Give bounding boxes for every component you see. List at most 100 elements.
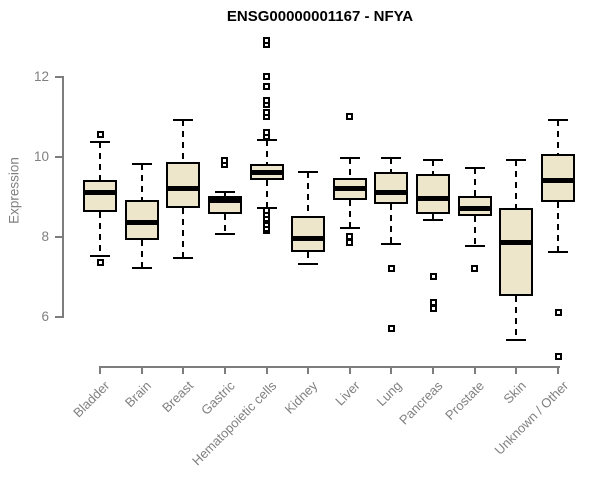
x-axis-tick (473, 366, 476, 374)
median-liver (332, 185, 367, 191)
x-tick-label-kidney: Kidney (282, 378, 321, 417)
x-tick-label-breast: Breast (158, 378, 196, 416)
outlier-liver (346, 232, 354, 240)
y-tick-label: 12 (33, 69, 49, 84)
whisker-cap-low-pancreas (423, 219, 444, 221)
y-tick-label: 8 (41, 229, 49, 244)
chart-title: ENSG00000001167 - NFYA (226, 8, 414, 25)
whisker-lower-skin (515, 296, 518, 340)
box-lung (374, 172, 409, 204)
whisker-cap-low-unknown-other (548, 251, 569, 253)
outlier-bladder (96, 130, 104, 138)
outlier-hematopoietic-cells (263, 206, 271, 214)
whisker-upper-bladder (99, 142, 101, 180)
whisker-upper-gastric (223, 192, 226, 196)
x-axis-tick (140, 366, 143, 374)
outlier-lung (387, 324, 395, 332)
whisker-cap-low-brain (131, 267, 152, 269)
outlier-hematopoietic-cells (263, 72, 271, 80)
median-unknown-other (541, 177, 576, 183)
whisker-cap-high-gastric (214, 191, 235, 193)
whisker-cap-high-liver (339, 157, 360, 159)
whisker-cap-high-unknown-other (548, 119, 569, 121)
outlier-prostate (471, 264, 479, 272)
median-lung (374, 189, 409, 195)
outlier-unknown-other (554, 308, 562, 316)
whisker-lower-unknown-other (557, 202, 560, 252)
outlier-pancreas (429, 272, 437, 280)
median-kidney (291, 235, 326, 241)
whisker-upper-breast (182, 120, 185, 162)
x-axis-tick (557, 366, 560, 374)
median-gastric (207, 197, 242, 203)
x-axis-tick (307, 366, 310, 374)
x-tick-label-gastric: Gastric (197, 378, 238, 418)
whisker-lower-bladder (99, 212, 101, 256)
whisker-cap-high-hematopoietic-cells (256, 139, 277, 141)
box-breast (166, 162, 201, 208)
whisker-upper-kidney (307, 172, 310, 216)
whisker-cap-high-lung (381, 157, 402, 159)
whisker-lower-lung (390, 204, 393, 244)
x-axis-tick (348, 366, 351, 374)
median-pancreas (416, 195, 451, 201)
whisker-cap-low-bladder (90, 255, 110, 257)
outlier-hematopoietic-cells (263, 108, 271, 116)
y-axis-tick (55, 236, 62, 238)
x-tick-label-brain: Brain (122, 378, 155, 411)
x-axis-tick (390, 366, 393, 374)
x-axis-tick (223, 366, 226, 374)
median-skin (499, 239, 534, 245)
y-axis-line (62, 76, 64, 318)
whisker-lower-liver (348, 200, 351, 228)
whisker-cap-low-gastric (214, 233, 235, 235)
outlier-hematopoietic-cells (263, 128, 271, 136)
whisker-lower-brain (140, 240, 143, 268)
x-axis-line (100, 366, 561, 368)
median-prostate (457, 205, 492, 211)
whisker-cap-low-skin (506, 339, 527, 341)
whisker-cap-low-kidney (298, 263, 319, 265)
box-bladder (83, 180, 117, 212)
whisker-cap-low-prostate (464, 245, 485, 247)
outlier-unknown-other (554, 352, 562, 360)
x-tick-label-pancreas: Pancreas (396, 378, 446, 428)
whisker-cap-low-lung (381, 243, 402, 245)
whisker-upper-skin (515, 160, 518, 208)
whisker-upper-pancreas (432, 160, 435, 174)
whisker-cap-high-brain (131, 163, 152, 165)
whisker-cap-low-liver (339, 227, 360, 229)
x-axis-tick (99, 366, 101, 374)
whisker-cap-low-breast (173, 257, 194, 259)
y-tick-label: 6 (41, 309, 49, 324)
whisker-lower-hematopoietic-cells (265, 180, 268, 208)
outlier-liver (346, 112, 354, 120)
x-tick-label-skin: Skin (500, 378, 530, 407)
whisker-lower-prostate (473, 216, 476, 246)
x-axis-tick (182, 366, 185, 374)
whisker-lower-gastric (223, 214, 226, 234)
x-tick-label-liver: Liver (331, 378, 363, 409)
whisker-cap-high-breast (173, 119, 194, 121)
x-axis-tick (432, 366, 435, 374)
median-brain (124, 219, 159, 225)
x-axis-tick (515, 366, 518, 374)
outlier-hematopoietic-cells (263, 82, 271, 90)
y-axis-tick (55, 316, 62, 318)
box-pancreas (416, 174, 451, 214)
x-axis-tick (265, 366, 268, 374)
box-kidney (291, 216, 326, 252)
y-axis-tick (55, 156, 62, 158)
outlier-gastric (221, 156, 229, 164)
whisker-cap-high-skin (506, 159, 527, 161)
x-tick-label-lung: Lung (373, 378, 405, 410)
median-breast (166, 185, 201, 191)
whisker-cap-high-bladder (90, 141, 110, 143)
whisker-cap-high-pancreas (423, 159, 444, 161)
box-skin (499, 208, 534, 296)
x-tick-label-prostate: Prostate (442, 378, 488, 423)
y-tick-label: 10 (33, 149, 49, 164)
outlier-lung (387, 264, 395, 272)
x-tick-label-bladder: Bladder (70, 378, 113, 421)
